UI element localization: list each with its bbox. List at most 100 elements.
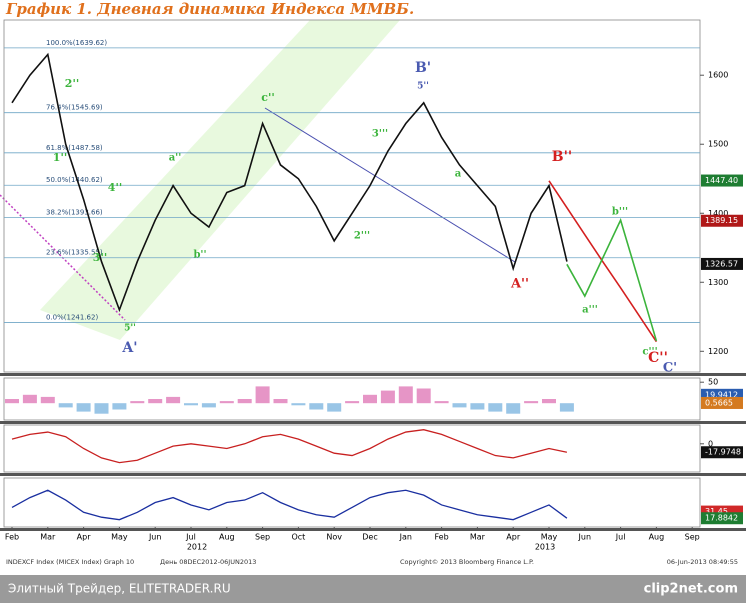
y-tick-label: 1600	[708, 71, 728, 80]
readout-box	[701, 396, 743, 409]
histogram-bar	[488, 403, 503, 412]
x-tick-label: Jun	[148, 533, 162, 542]
histogram-bar	[380, 390, 395, 404]
footer-text: INDEXCF Index (MICEX Index) Graph 10	[6, 558, 134, 566]
wave-label: B''	[552, 149, 572, 165]
bottom-bar-text: Элитный Трейдер, ELITETRADER.RU	[8, 582, 231, 596]
x-tick-label: Nov	[326, 533, 342, 542]
price-box	[701, 257, 743, 270]
readout-label: 17.8842	[705, 514, 738, 523]
histogram-bar	[524, 401, 539, 404]
y-tick-label: 1400	[708, 209, 728, 218]
x-tick-label: Jun	[578, 533, 592, 542]
panel-frame	[3, 424, 701, 473]
x-tick-label: Aug	[219, 533, 235, 542]
y-tick-label: 1200	[708, 347, 728, 356]
histogram-bar	[201, 403, 216, 408]
x-tick-label: Feb	[5, 533, 19, 542]
wave-label: a	[455, 169, 462, 180]
readout-box	[701, 512, 743, 525]
wave-label: B'	[415, 60, 431, 76]
wave-label: 1''	[53, 151, 67, 164]
histogram-bar	[219, 401, 234, 404]
histogram-bar	[148, 399, 163, 404]
series-line	[11, 429, 568, 464]
x-tick-label: Apr	[77, 533, 92, 542]
histogram-bar	[398, 386, 413, 404]
readout-label: 0.5665	[705, 398, 733, 407]
price-label: 1389.15	[705, 216, 738, 225]
wave-label: c'''	[642, 347, 657, 358]
y-tick-label: 1300	[708, 278, 728, 287]
series-line	[11, 52, 568, 313]
histogram-bar	[309, 403, 324, 410]
histogram-bar	[327, 403, 342, 412]
histogram-bar	[452, 403, 467, 408]
wave-label: 3''	[93, 251, 107, 264]
fib-label: 23.6%(1335.55)	[46, 249, 103, 257]
logo: clip2net.com	[644, 582, 738, 597]
histogram-bar	[542, 399, 556, 404]
histogram-bar	[255, 386, 270, 404]
wave-label: 2''	[65, 77, 79, 90]
x-tick-label: Jul	[615, 533, 626, 542]
series-line	[566, 217, 658, 342]
histogram-bar	[363, 394, 377, 404]
histogram-bar	[76, 403, 91, 412]
histogram-bar	[58, 403, 73, 408]
wave-label: C''	[648, 350, 668, 366]
x-tick-label: Feb	[435, 533, 449, 542]
histogram-bar	[506, 403, 521, 414]
histogram-bar	[130, 401, 145, 404]
readout-box	[701, 505, 743, 518]
y-tick-label: 1500	[708, 140, 728, 149]
wave-label: C'	[663, 361, 677, 376]
histogram-bar	[273, 399, 288, 404]
wave-label: b''	[193, 250, 206, 261]
y-tick-label: 0	[708, 439, 713, 448]
x-tick-label: Dec	[362, 533, 377, 542]
histogram-bar	[434, 401, 449, 404]
fib-label: 0.0%(1241.62)	[46, 314, 98, 322]
histogram-bar	[112, 403, 127, 410]
channel	[40, 20, 400, 340]
year-label: 2012	[187, 543, 207, 552]
panel-frame	[3, 377, 701, 421]
wave-label: 3'''	[372, 129, 388, 140]
x-tick-label: May	[111, 533, 128, 542]
histogram-bar	[184, 403, 198, 406]
histogram-bar	[345, 401, 360, 404]
fib-label: 38.2%(1393.66)	[46, 209, 103, 217]
panel-frame	[3, 19, 701, 373]
wave-label: c''	[261, 91, 274, 104]
panel-frame	[3, 477, 701, 528]
fib-label: 50.0%(1440.62)	[46, 176, 103, 184]
x-tick-label: Sep	[255, 533, 270, 542]
readout-label: 19.9412	[705, 390, 738, 399]
price-box	[701, 174, 743, 187]
wave-label: 2'''	[354, 231, 370, 242]
wave-label: b'''	[612, 207, 628, 218]
histogram-bar	[237, 399, 252, 404]
readout-box	[701, 446, 743, 459]
footer-text: День 08DEC2012-06JUN2013	[160, 558, 256, 566]
series-line	[11, 489, 568, 521]
histogram-bar	[5, 399, 19, 404]
footer-text: Copyright© 2013 Bloomberg Finance L.P.	[400, 558, 534, 566]
wave-label: A'	[121, 340, 137, 356]
price-label: 1326.57	[705, 259, 738, 268]
histogram-bar	[166, 396, 181, 404]
wave-label: a''	[169, 153, 182, 164]
y-tick-label: 50	[708, 378, 718, 387]
x-tick-label: Mar	[40, 533, 56, 542]
price-box	[701, 214, 743, 227]
histogram-bar	[291, 403, 306, 406]
footer-text: 06-Jun-2013 08:49:55	[667, 558, 738, 566]
histogram-bar	[559, 403, 574, 412]
histogram-bar	[22, 394, 37, 404]
x-tick-label: May	[541, 533, 558, 542]
fib-label: 100.0%(1639.62)	[46, 39, 107, 47]
x-tick-label: Aug	[649, 533, 665, 542]
x-tick-label: Oct	[291, 533, 305, 542]
